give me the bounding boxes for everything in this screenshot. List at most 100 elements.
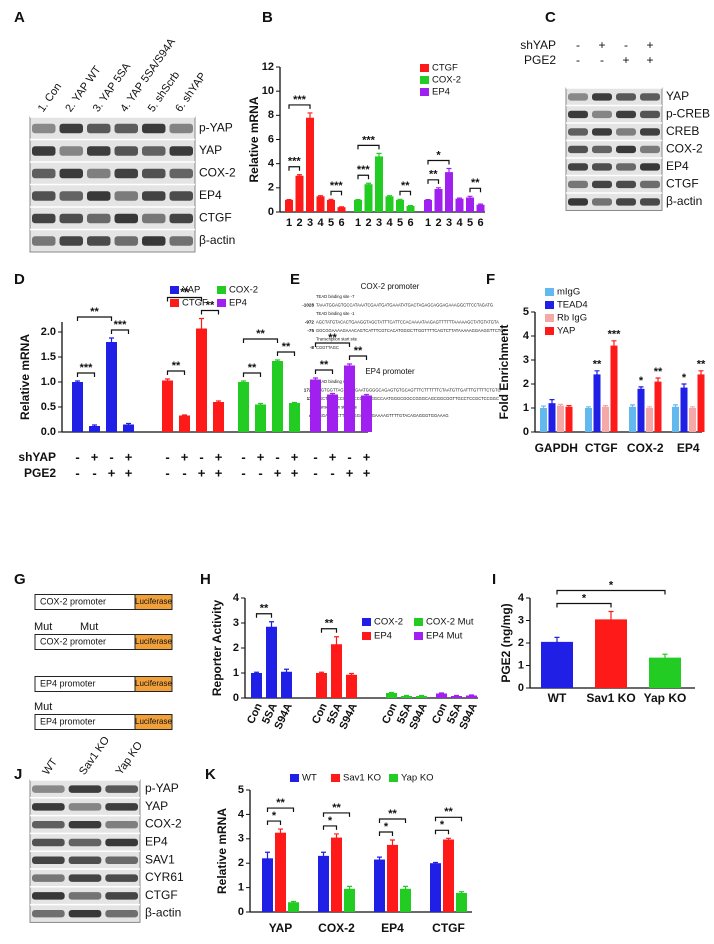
bar	[593, 374, 601, 432]
legend-label: YAP	[182, 285, 200, 296]
band-label: p-YAP	[145, 781, 179, 795]
band	[169, 236, 193, 246]
error-bar	[328, 198, 334, 201]
x-tick-label: 5	[328, 217, 334, 229]
bar	[697, 374, 705, 432]
band-label: p-CREB	[666, 106, 710, 120]
bar	[445, 172, 453, 212]
significance-label: ***	[288, 156, 302, 168]
condition-sign: +	[291, 449, 299, 464]
significance-label: ***	[357, 164, 371, 176]
y-tick-label: 3	[518, 614, 524, 626]
significance-label: **	[260, 603, 269, 615]
significance-label: **	[276, 797, 285, 809]
bar	[434, 189, 443, 212]
band	[32, 803, 65, 811]
band	[142, 123, 166, 134]
panel-letter: G	[14, 571, 26, 588]
legend-swatch	[545, 314, 554, 322]
promoter-sequence: GGCGGAAAAGAAACAGTCATTTCGTCACATGGGCTTGGTT…	[316, 328, 506, 333]
y-tick-label: 3	[238, 833, 244, 845]
error-bar	[265, 851, 270, 865]
band	[568, 93, 588, 101]
bar	[396, 199, 404, 212]
y-tick-label: 4	[233, 592, 240, 604]
y-tick-label: 6	[268, 133, 274, 145]
error-bar	[347, 885, 352, 892]
x-tick-label: 2	[435, 217, 441, 229]
significance-bracket	[357, 174, 370, 180]
y-tick-label: 4	[268, 158, 275, 170]
band	[105, 838, 138, 847]
panel-letter: A	[14, 9, 25, 26]
significance-label: **	[282, 341, 291, 353]
condition-label: shYAP	[520, 38, 556, 52]
bar	[262, 858, 273, 912]
condition-label: PGE2	[524, 53, 556, 67]
x-tick-label: 6	[477, 217, 483, 229]
promoter-sequence: AGCTATGTACACTGAAGGTAGCTATTTCATTCCACAAAAT…	[316, 320, 499, 325]
error-bar	[439, 692, 444, 694]
y-axis-label: Relative mRNA	[18, 334, 32, 420]
x-tick-label: 5	[397, 217, 403, 229]
significance-bracket	[76, 316, 113, 321]
bar	[238, 382, 249, 432]
bar	[451, 696, 462, 698]
error-bar	[681, 383, 687, 392]
condition-sign: -	[109, 449, 113, 464]
significance-label: **	[90, 306, 99, 318]
error-bar	[165, 378, 170, 382]
condition-sign: +	[329, 449, 337, 464]
error-bar	[558, 403, 563, 407]
condition-sign: -	[92, 465, 96, 480]
error-bar	[425, 198, 431, 201]
legend-swatch	[170, 286, 179, 294]
condition-sign: -	[165, 449, 169, 464]
bar	[306, 117, 314, 212]
band	[87, 168, 111, 179]
band	[616, 198, 636, 206]
band	[568, 128, 588, 136]
error-bar	[459, 891, 464, 895]
bar	[540, 408, 547, 432]
luciferase-box	[134, 714, 173, 730]
band	[169, 191, 193, 201]
y-tick-label: 1.5	[41, 351, 56, 363]
band	[169, 168, 193, 179]
band	[114, 168, 138, 179]
promoter-note: TEAD binding site	[316, 379, 350, 384]
bar	[344, 365, 355, 432]
significance-label: *	[639, 375, 644, 387]
bar	[375, 156, 383, 212]
error-bar	[109, 337, 114, 346]
significance-bracket	[242, 338, 279, 343]
y-tick-label: 8	[268, 109, 274, 121]
bar	[331, 837, 342, 912]
bar	[401, 696, 412, 698]
condition-sign: +	[215, 449, 223, 464]
significance-bracket	[314, 342, 351, 347]
error-bar	[647, 406, 652, 410]
error-bar	[389, 691, 394, 694]
y-tick-label: 1	[238, 882, 244, 894]
error-bar	[254, 671, 259, 674]
condition-sign: -	[576, 53, 580, 67]
band	[105, 892, 138, 900]
panel-letter: E	[290, 271, 300, 288]
bar	[316, 196, 325, 212]
error-bar	[318, 195, 323, 197]
y-tick-label: 0.5	[41, 401, 56, 413]
band	[68, 874, 102, 882]
y-tick-label: 1	[518, 659, 524, 671]
legend-swatch	[545, 327, 554, 335]
band	[87, 236, 111, 246]
significance-label: *	[609, 579, 614, 591]
significance-bracket	[255, 613, 273, 618]
bar	[346, 674, 357, 698]
band	[616, 163, 636, 171]
error-bar	[355, 198, 361, 201]
promoter-title: EP4 promoter	[365, 367, 415, 376]
legend-swatch	[362, 632, 371, 640]
x-tick-label: 3	[307, 217, 313, 229]
error-bar	[554, 636, 560, 647]
